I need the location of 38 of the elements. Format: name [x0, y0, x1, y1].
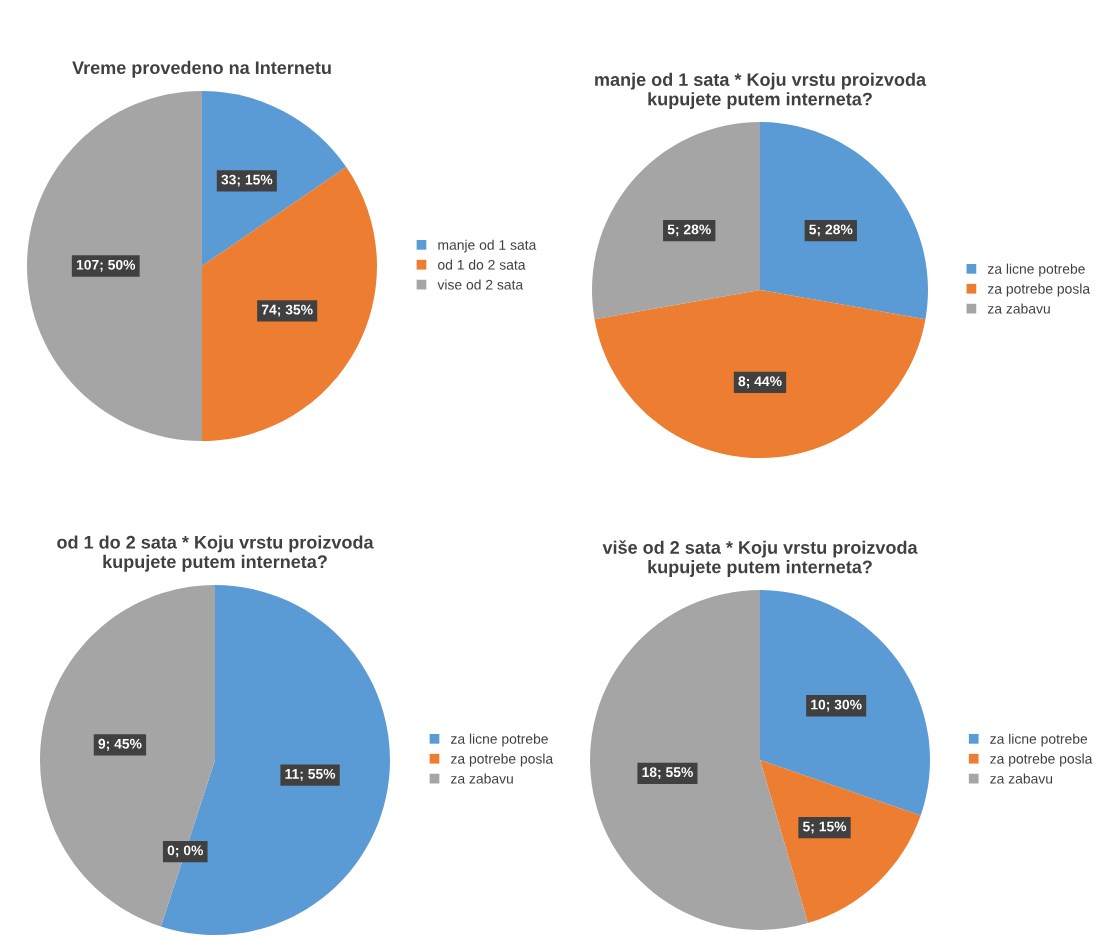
data-label: 11; 55% [285, 768, 336, 781]
data-label: 10; 30% [811, 699, 862, 712]
data-label: 8; 44% [738, 376, 782, 389]
pie-slice [40, 585, 215, 927]
chart-title: Vreme provedeno na Internetu [72, 60, 331, 78]
legend-label: vise od 2 sata [437, 279, 524, 290]
legend-label: za zabavu [987, 303, 1050, 314]
pie-slice [760, 590, 930, 816]
chart-title: više od 2 sata * Koju vrstu proizvoda kupujete putem interneta? [602, 540, 918, 577]
data-label: 33; 15% [221, 174, 273, 187]
data-label: 74; 35% [261, 304, 313, 317]
legend-label: za potrebe posla [990, 753, 1093, 767]
pie-slice [760, 760, 921, 924]
chart-title: manje od 1 sata * Koju vrstu proizvoda kupujete putem interneta? [595, 72, 927, 110]
legend-label: za potrebe posla [987, 283, 1091, 297]
data-label: 5; 28% [809, 224, 853, 237]
pie-slice [594, 290, 926, 458]
legend-label: za potrebe posla [451, 753, 554, 767]
pie-slice [160, 585, 390, 935]
pie-slice [202, 166, 377, 441]
data-label: 9; 45% [98, 738, 142, 751]
pie-slice [592, 122, 760, 320]
legend-label: za licne potrebe [451, 733, 548, 747]
legend-label: za licne potrebe [990, 733, 1088, 747]
pie-slice [760, 122, 928, 320]
legend-label: za zabavu [990, 773, 1053, 784]
legend-label: manje od 1 sata [438, 239, 537, 253]
data-label: 18; 55% [642, 767, 693, 780]
pie-slice [202, 91, 347, 266]
legend-label: za licne potrebe [987, 263, 1085, 277]
data-label: 107; 50% [76, 259, 136, 272]
chart-title: od 1 do 2 sata * Koju vrstu proizvoda kupujete putem interneta? [57, 535, 374, 572]
legend-label: za zabavu [451, 773, 513, 784]
data-label: 5; 28% [667, 224, 711, 237]
data-label: 5; 15% [802, 821, 847, 834]
legend-label: od 1 do 2 sata [438, 259, 526, 270]
text: 0; 0% [167, 845, 204, 858]
pie-slice [27, 91, 202, 441]
